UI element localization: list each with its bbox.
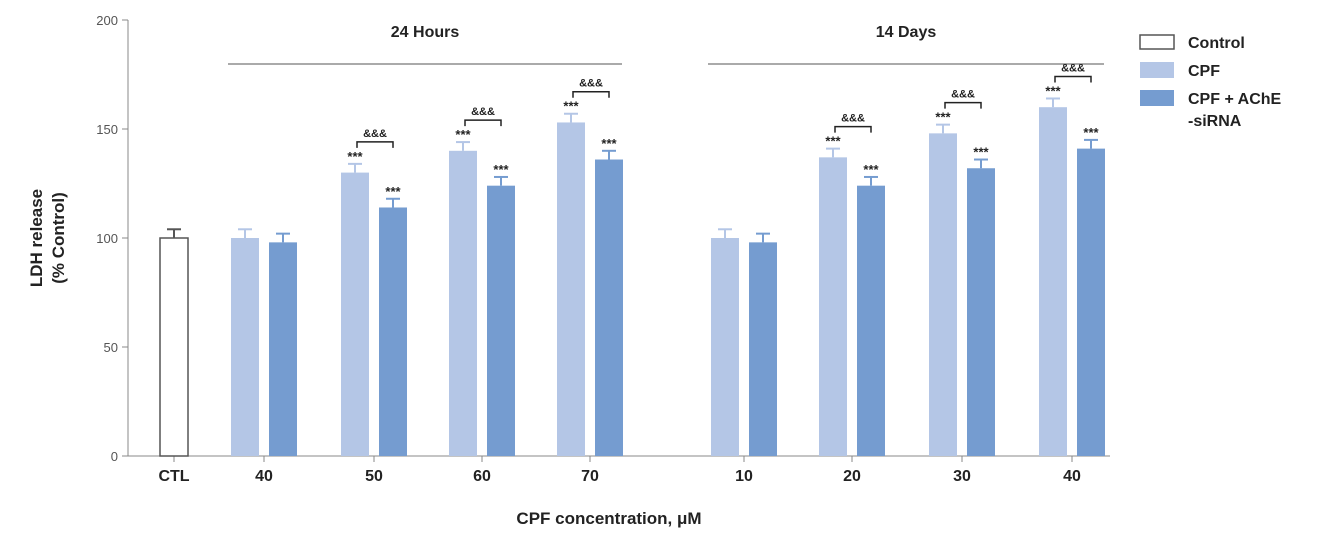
significance-stars: *** [1083, 125, 1099, 140]
bar-control [159, 237, 189, 457]
x-axis: CTL 40 50 60 70 10 20 30 40 [128, 455, 1110, 485]
significance-stars: *** [935, 110, 951, 125]
x-tick-label: 20 [843, 468, 861, 485]
pair-significance: &&& [841, 113, 865, 125]
x-axis-title: CPF concentration, μM [516, 509, 701, 528]
group-label: 14 Days [876, 24, 937, 41]
y-tick-label: 50 [104, 340, 118, 355]
y-axis: 0 50 100 150 200 [96, 13, 129, 464]
bar-cpf [711, 238, 739, 456]
significance-stars: *** [493, 162, 509, 177]
bar-cpf_sirna [857, 185, 885, 456]
bar-cpf_sirna [269, 242, 297, 456]
bar-cpf [929, 133, 957, 457]
bar-cpf_sirna [749, 242, 777, 456]
significance-stars: *** [385, 184, 401, 199]
legend-label: CPF [1188, 63, 1220, 80]
bars [159, 97, 1105, 457]
bar-cpf_sirna [379, 207, 407, 456]
x-tick-label: 40 [255, 468, 273, 485]
pair-bracket [944, 101, 982, 109]
x-tick-label: 30 [953, 468, 971, 485]
legend-swatch-cpf [1140, 62, 1174, 78]
bar-cpf [231, 238, 259, 456]
legend-swatch-control [1139, 34, 1175, 50]
significance-stars: *** [563, 99, 579, 114]
x-tick-label: 60 [473, 468, 491, 485]
significance-stars: *** [601, 136, 617, 151]
x-tick-label: 10 [735, 468, 753, 485]
legend: Control CPF CPF + AChE -siRNA [1139, 34, 1282, 130]
pair-bracket [572, 90, 610, 98]
y-axis-title-line2: (% Control) [49, 192, 68, 284]
pair-bracket [1054, 75, 1092, 83]
y-tick-label: 100 [96, 231, 118, 246]
pair-significance: &&& [951, 89, 975, 101]
bar-cpf_sirna [967, 168, 995, 457]
significance-stars: *** [863, 162, 879, 177]
bar-cpf [819, 157, 847, 456]
legend-swatch-cpf_sirna [1140, 90, 1174, 106]
pair-bracket [356, 141, 394, 148]
pair-significance: &&& [579, 78, 603, 90]
group-label: 24 Hours [391, 24, 460, 41]
significance-stars: *** [825, 134, 841, 149]
pair-bracket [834, 125, 872, 133]
significance-stars: *** [347, 149, 363, 164]
bar-cpf [449, 150, 477, 457]
x-tick-label: CTL [158, 468, 189, 485]
y-axis-title-line1: LDH release [27, 189, 46, 287]
annotations: 24 Hours******&&& ******&&& ******&&&14 Da… [228, 24, 1104, 199]
legend-label-line2: -siRNA [1188, 113, 1242, 130]
pair-significance: &&& [1061, 62, 1085, 74]
y-tick-label: 200 [96, 13, 118, 28]
bar-cpf_sirna [595, 159, 623, 456]
significance-stars: *** [455, 127, 471, 142]
significance-stars: *** [1045, 83, 1061, 98]
legend-label: Control [1188, 35, 1245, 52]
bar-cpf_sirna [487, 185, 515, 456]
x-tick-label: 70 [581, 468, 599, 485]
significance-stars: *** [973, 145, 989, 160]
legend-label: CPF + AChE [1188, 91, 1282, 108]
pair-significance: &&& [363, 128, 387, 140]
bar-cpf [557, 122, 585, 457]
pair-bracket [464, 119, 502, 127]
y-tick-label: 0 [111, 449, 118, 464]
bar-cpf [341, 172, 369, 456]
x-tick-label: 40 [1063, 468, 1081, 485]
pair-significance: &&& [471, 106, 495, 118]
y-tick-label: 150 [96, 122, 118, 137]
x-tick-label: 50 [365, 468, 383, 485]
bar-cpf [1039, 107, 1067, 456]
bar-cpf_sirna [1077, 148, 1105, 456]
